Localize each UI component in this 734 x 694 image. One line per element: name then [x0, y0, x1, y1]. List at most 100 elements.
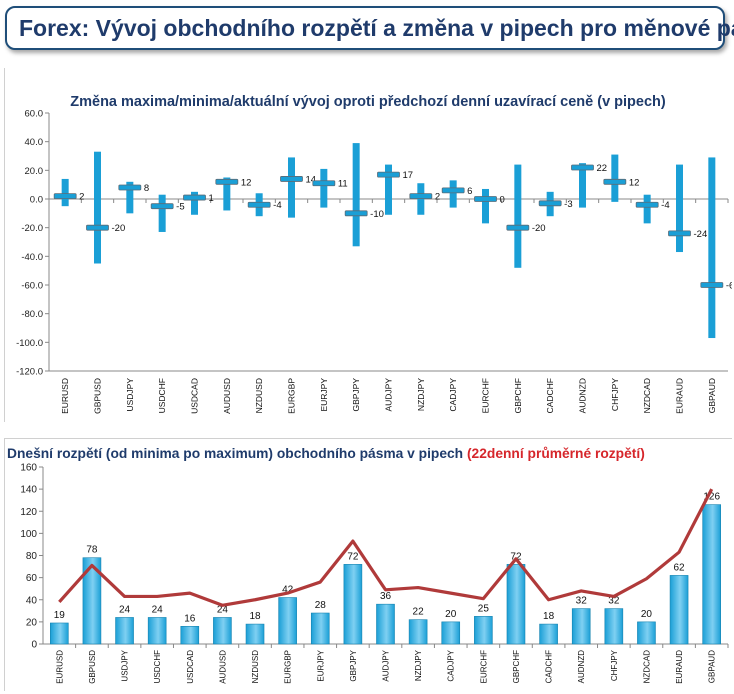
range-bar	[288, 157, 295, 218]
current-marker	[571, 164, 594, 171]
data-label: 62	[674, 562, 686, 573]
data-label: -20	[112, 223, 126, 234]
current-marker	[183, 194, 206, 201]
data-label: 22	[413, 607, 425, 618]
range-bar	[669, 575, 689, 645]
y-tick-label: 80	[26, 551, 38, 562]
current-marker	[53, 193, 77, 200]
x-tick-label: EURAUD	[675, 650, 684, 684]
current-marker	[635, 201, 659, 208]
x-tick-label: GBPUSD	[93, 378, 103, 414]
range-bar	[61, 178, 69, 207]
x-tick-label: AUDUSD	[218, 650, 227, 684]
range-bar	[245, 623, 265, 645]
current-marker	[118, 184, 142, 191]
data-label: 17	[403, 170, 414, 181]
y-tick-label: -80.0	[21, 309, 43, 320]
range-bar	[449, 180, 457, 208]
data-label: -24	[694, 229, 708, 240]
x-tick-label: AUDJPY	[384, 378, 394, 412]
range-bar	[310, 612, 330, 645]
y-tick-label: 140	[20, 485, 37, 496]
range-bar	[604, 608, 624, 645]
y-tick-label: 0	[31, 640, 37, 651]
data-label: 14	[306, 174, 317, 185]
range-bar	[213, 617, 232, 645]
current-marker	[280, 176, 303, 182]
range-bar	[191, 191, 198, 215]
y-tick-label: 60.0	[25, 109, 44, 120]
range-chart-panel: Dnešní rozpětí (od minima po maximum) ob…	[4, 438, 732, 691]
range-bar	[702, 504, 721, 645]
data-label: 78	[86, 545, 98, 556]
x-tick-label: AUDUSD	[222, 378, 232, 414]
x-tick-label: NZDCAD	[642, 650, 651, 684]
x-tick-label: GBPAUD	[707, 378, 717, 413]
range-bar	[643, 194, 651, 224]
x-tick-label: USDCAD	[190, 378, 200, 414]
x-tick-label: NZDCAD	[642, 378, 652, 413]
data-label: -5	[176, 202, 184, 213]
chart-title-main: Dnešní rozpětí (od minima po maximum) ob…	[7, 446, 467, 461]
x-tick-label: GBPJPY	[349, 649, 358, 681]
current-marker	[247, 201, 271, 208]
x-tick-label: USDCHF	[157, 378, 167, 413]
x-tick-label: GBPJPY	[351, 378, 361, 412]
range-bar	[676, 164, 683, 253]
data-label: -4	[273, 200, 281, 211]
y-tick-label: -20.0	[21, 223, 43, 234]
range-bar	[474, 616, 493, 645]
x-tick-label: USDCHF	[153, 650, 162, 683]
x-tick-label: EURUSD	[60, 378, 70, 414]
y-tick-label: 20.0	[25, 166, 44, 177]
current-marker	[215, 178, 239, 185]
x-tick-label: CHFJPY	[610, 378, 620, 411]
chart-title-highlight: (22denní průměrné rozpětí)	[467, 446, 645, 461]
y-tick-label: 100	[20, 529, 37, 540]
data-label: 20	[641, 609, 653, 620]
y-tick-label: 0.0	[30, 195, 43, 206]
range-bar	[441, 621, 461, 645]
data-label: 24	[152, 604, 164, 615]
current-marker	[312, 180, 336, 187]
data-label: 28	[315, 600, 327, 611]
data-label: 18	[543, 611, 555, 622]
x-tick-label: EURCHF	[479, 650, 488, 683]
data-label: 72	[347, 551, 359, 562]
x-tick-label: CADCHF	[545, 378, 555, 413]
data-label: 42	[282, 585, 294, 596]
range-bar	[126, 181, 134, 214]
x-tick-label: CADJPY	[448, 378, 458, 412]
range-bar	[539, 623, 558, 645]
range-bar	[708, 157, 716, 339]
data-label: 24	[119, 604, 131, 615]
data-label: 2	[435, 192, 440, 203]
x-tick-label: GBPUSD	[88, 650, 97, 684]
range-bar	[50, 622, 69, 645]
x-tick-label: EURJPY	[316, 649, 325, 681]
x-tick-label: NZDUSD	[254, 378, 264, 413]
x-tick-label: GBPCHF	[513, 378, 523, 413]
y-tick-label: 60	[26, 573, 38, 584]
range-bar	[611, 154, 619, 202]
range-bar	[158, 194, 166, 232]
current-marker	[474, 196, 497, 202]
data-label: 25	[478, 603, 490, 614]
range-bar	[223, 177, 231, 211]
x-tick-label: AUDJPY	[382, 649, 391, 681]
range-bar	[385, 164, 392, 215]
data-label: 6	[467, 186, 472, 197]
data-label: 22	[597, 163, 608, 174]
range-chart: Dnešní rozpětí (od minima po maximum) ob…	[7, 446, 729, 684]
current-marker	[603, 178, 627, 185]
data-label: -20	[532, 223, 546, 234]
x-tick-label: EURCHF	[481, 378, 491, 413]
x-tick-label: EURGBP	[284, 650, 293, 684]
data-label: 32	[608, 596, 620, 607]
data-label: -4	[661, 200, 669, 211]
x-tick-label: USDCAD	[186, 650, 195, 684]
data-label: 24	[217, 604, 229, 615]
data-label: 11	[338, 179, 348, 190]
range-bar	[637, 621, 656, 645]
data-label: 126	[703, 492, 720, 503]
